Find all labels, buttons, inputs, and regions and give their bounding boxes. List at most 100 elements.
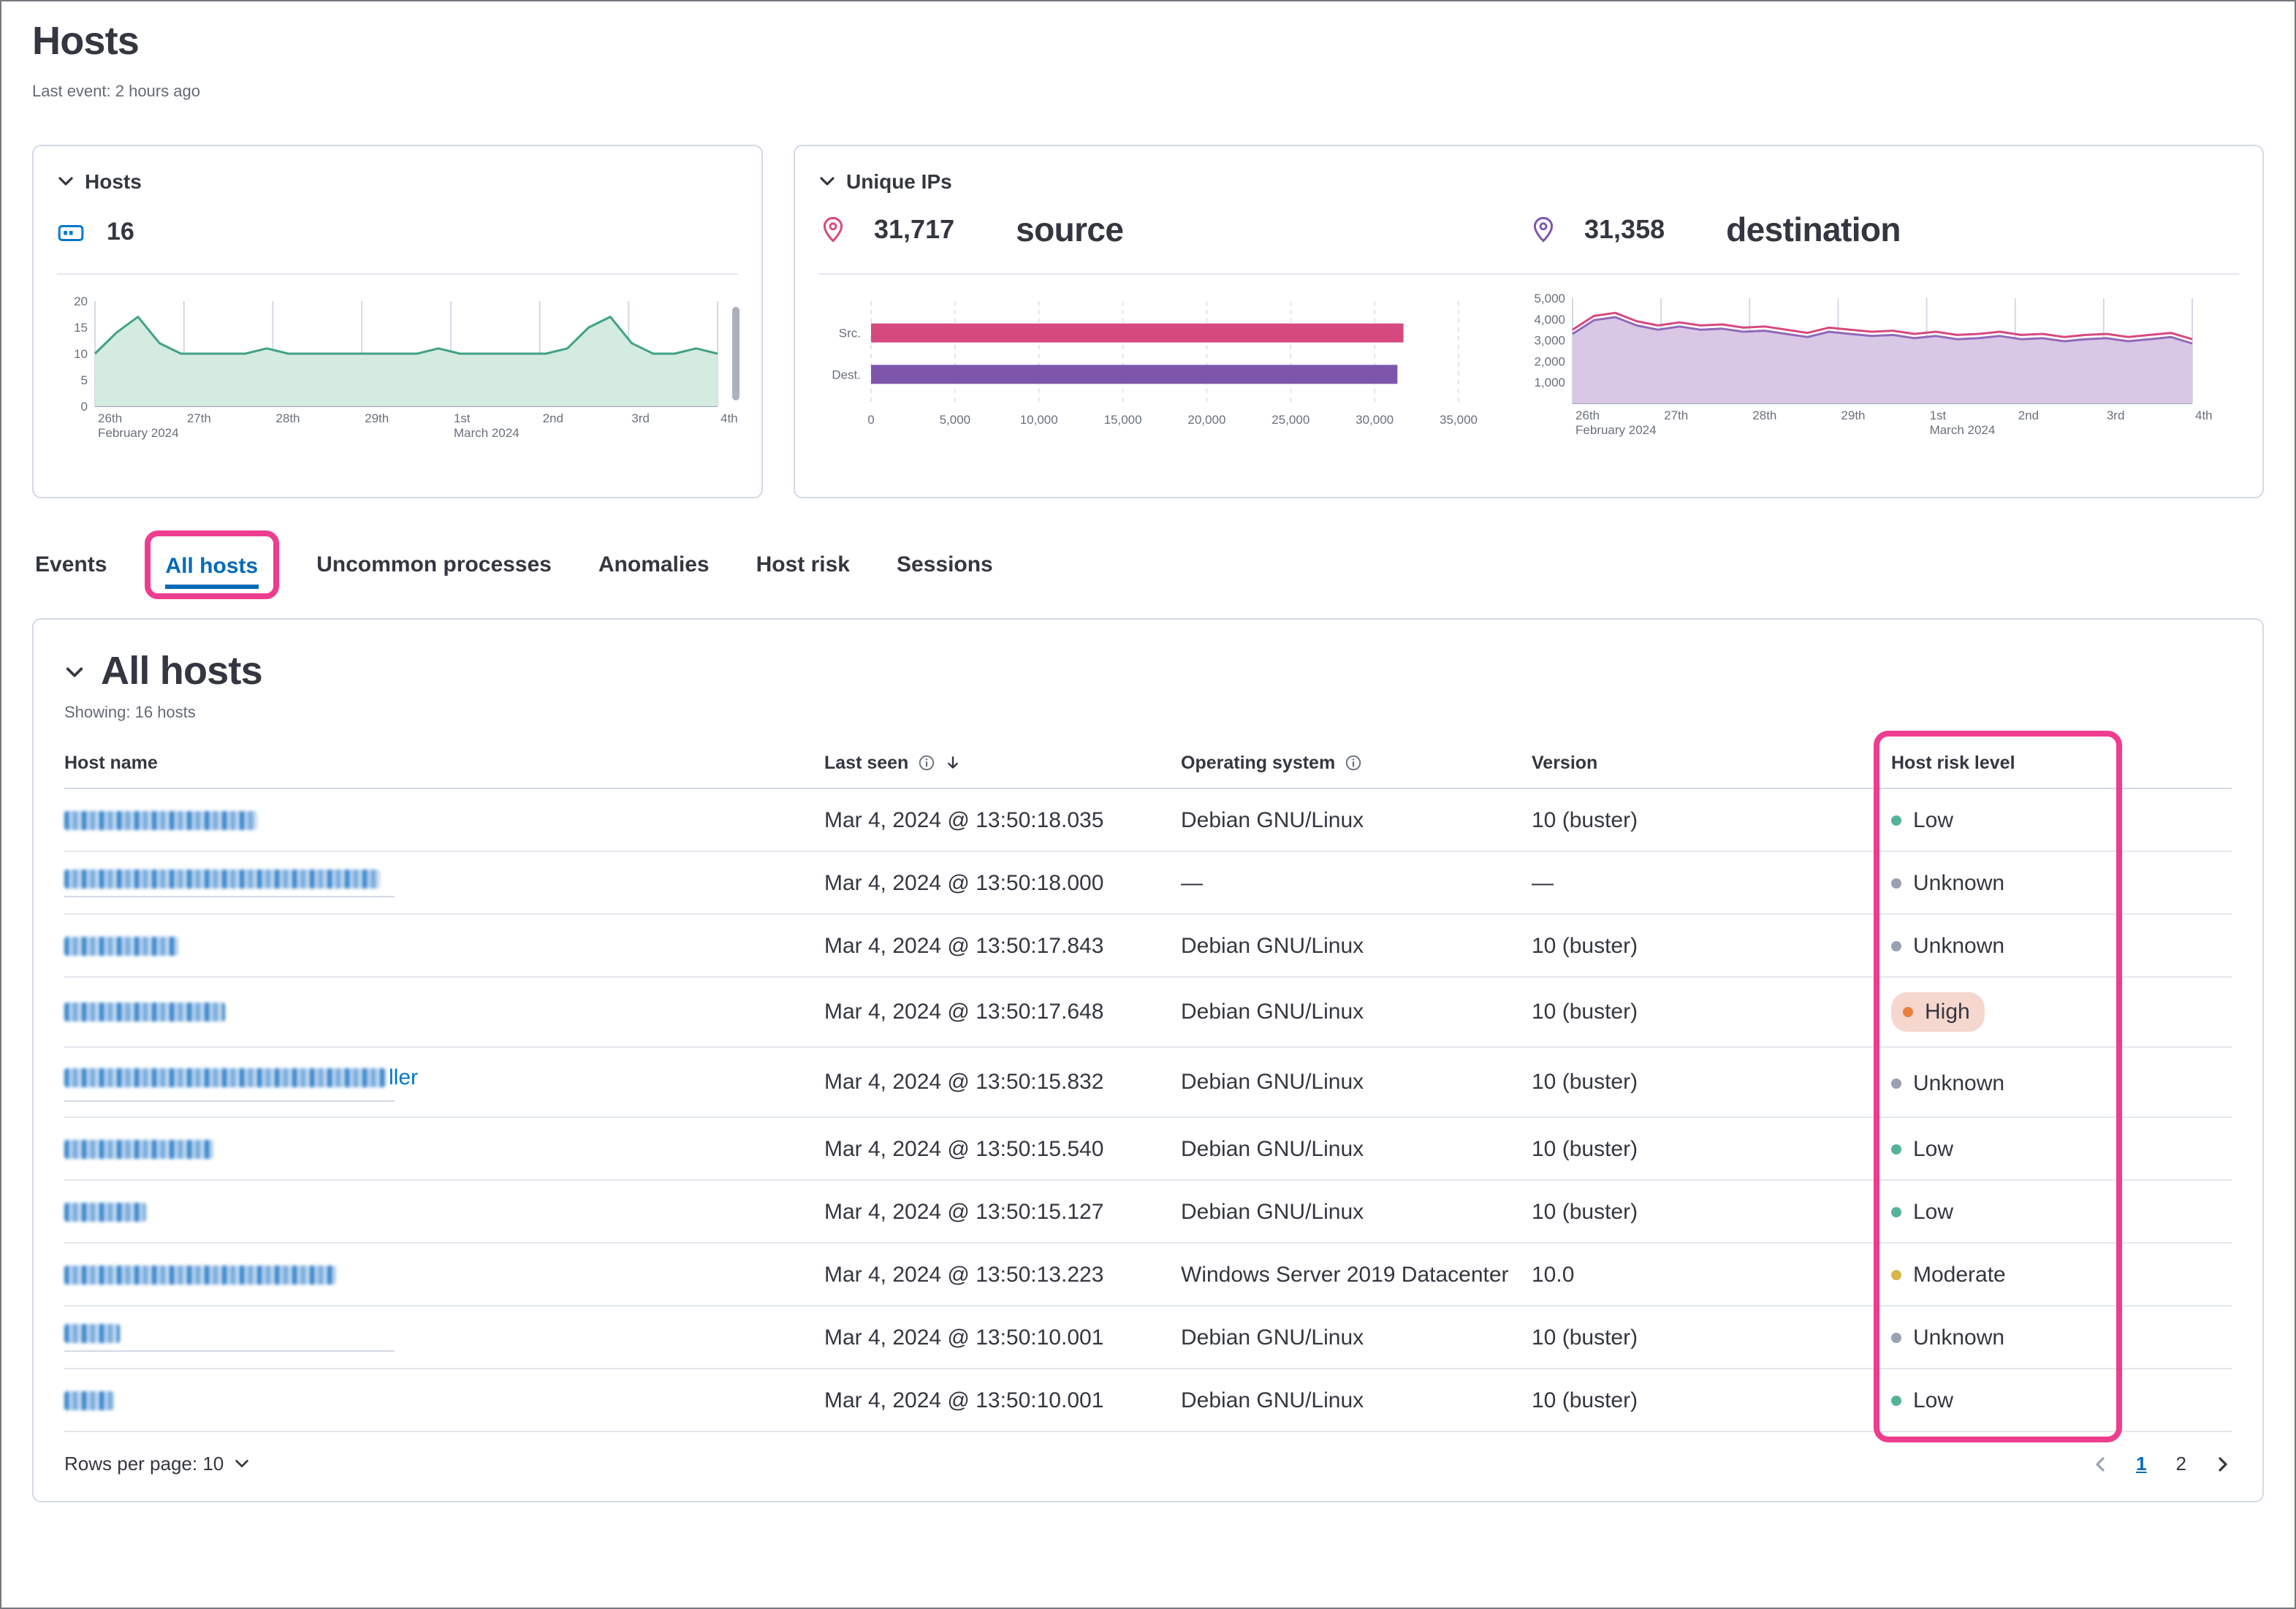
storage-icon [58,224,84,240]
location-pin-icon [823,216,843,243]
host-risk-cell: High [1891,977,2232,1048]
col-host-risk-level[interactable]: Host risk level [1891,744,2232,789]
tab-host-risk[interactable]: Host risk [756,552,850,577]
rows-per-page-button[interactable]: Rows per page: 10 [64,1453,250,1475]
tab-anomalies[interactable]: Anomalies [598,552,710,577]
page-number-2[interactable]: 2 [2175,1453,2186,1475]
info-icon[interactable] [917,754,935,772]
svg-text:February 2024: February 2024 [1575,423,1657,437]
all-hosts-table: Host name Last seen Operating [64,744,2232,1432]
tab-events[interactable]: Events [35,552,107,577]
svg-text:5: 5 [81,373,88,387]
version-cell: 10 (buster) [1532,977,1891,1048]
os-cell: Debian GNU/Linux [1181,1306,1532,1369]
chevron-down-icon[interactable] [64,661,85,682]
col-operating-system[interactable]: Operating system [1181,744,1532,789]
table-row: Mar 4, 2024 @ 13:50:13.223 Windows Server… [64,1243,2232,1306]
svg-text:March 2024: March 2024 [454,426,520,440]
os-cell: Windows Server 2019 Datacenter [1181,1243,1532,1306]
host-risk-cell: Low [1891,1180,2232,1244]
version-cell: 10 (buster) [1532,1047,1891,1118]
redacted-host-name-link[interactable] [64,810,257,829]
svg-text:28th: 28th [275,411,300,425]
redacted-host-name-link[interactable] [64,1139,213,1158]
svg-text:28th: 28th [1752,408,1776,422]
os-cell: — [1181,851,1532,915]
destination-label: destination [1726,210,1901,248]
col-last-seen[interactable]: Last seen [824,744,1181,789]
host-name-cell: ller [64,1047,824,1118]
svg-text:26th: 26th [1575,408,1600,422]
kpi-panels-row: Hosts 16 26th February 2024 27th 28th 29th 1s… [32,145,2264,498]
table-row: Mar 4, 2024 @ 13:50:10.001 Debian GNU/Lin… [64,1369,2232,1432]
svg-text:15,000: 15,000 [1104,413,1142,427]
host-name-cell [64,1180,824,1244]
table-row: Mar 4, 2024 @ 13:50:18.035 Debian GNU/Lin… [64,788,2232,852]
risk-badge: Low [1891,1134,1953,1165]
svg-text:26th: 26th [98,411,122,425]
redacted-host-name-link[interactable] [64,1202,146,1221]
page-number-1[interactable]: 1 [2136,1453,2147,1475]
sort-desc-icon[interactable] [943,754,961,772]
os-cell: Debian GNU/Linux [1181,788,1532,852]
host-name-suffix[interactable]: ller [389,1065,419,1090]
svg-text:1st: 1st [454,411,471,425]
svg-text:5,000: 5,000 [1534,292,1565,305]
hosts-kpi-panel: Hosts 16 26th February 2024 27th 28th 29th 1s… [32,145,763,498]
version-cell: 10 (buster) [1532,1306,1891,1369]
last-seen-cell: Mar 4, 2024 @ 13:50:15.127 [824,1180,1181,1244]
svg-text:5,000: 5,000 [940,413,971,427]
redacted-host-name-link[interactable] [64,936,178,955]
chevron-right-icon[interactable] [2214,1455,2232,1472]
chevron-down-icon [235,1459,248,1468]
risk-badge: Low [1891,1197,1953,1228]
svg-text:10: 10 [74,347,88,361]
host-name-cell [64,1117,824,1181]
chevron-down-icon[interactable] [57,172,75,190]
chevron-left-icon[interactable] [2091,1455,2108,1472]
all-hosts-panel: All hosts Showing: 16 hosts Host name La… [32,618,2264,1502]
risk-dot-icon [1891,878,1901,889]
panel-divider [57,273,738,275]
host-risk-cell: Unknown [1891,1306,2232,1369]
redacted-host-name-link[interactable] [64,1323,120,1342]
svg-text:2,000: 2,000 [1534,354,1565,368]
tab-all-hosts[interactable]: All hosts [165,543,259,588]
table-row: Mar 4, 2024 @ 13:50:17.648 Debian GNU/Lin… [64,977,2232,1048]
os-cell: Debian GNU/Linux [1181,1117,1532,1181]
risk-badge: Moderate [1891,1260,2006,1290]
table-wrap: Host name Last seen Operating [64,731,2232,1442]
chevron-down-icon[interactable] [818,172,836,190]
redacted-host-name-link[interactable] [64,1068,386,1087]
col-host-name[interactable]: Host name [64,744,824,789]
risk-dot-icon [1891,1270,1901,1280]
hosts-page: Hosts Last event: 2 hours ago Hosts 16 [1,1,2295,1520]
host-risk-cell: Moderate [1891,1243,2232,1306]
last-seen-cell: Mar 4, 2024 @ 13:50:17.648 [824,977,1181,1048]
redacted-host-name-link[interactable] [64,1391,114,1410]
last-seen-cell: Mar 4, 2024 @ 13:50:15.832 [824,1047,1181,1118]
col-version[interactable]: Version [1532,744,1891,789]
host-name-cell [64,1243,824,1306]
redacted-host-name-link[interactable] [64,1003,225,1022]
redacted-host-name-link[interactable] [64,1265,336,1284]
host-name-cell [64,851,824,915]
svg-text:1,000: 1,000 [1534,376,1565,389]
svg-text:4th: 4th [721,411,738,425]
last-seen-cell: Mar 4, 2024 @ 13:50:17.843 [824,914,1181,978]
tab-uncommon-processes[interactable]: Uncommon processes [316,552,552,577]
risk-dot-icon [1891,1333,1901,1343]
info-icon[interactable] [1344,754,1361,772]
panel-divider [818,273,2239,275]
svg-text:29th: 29th [1841,408,1865,422]
svg-text:4th: 4th [2195,408,2213,422]
host-risk-cell: Unknown [1891,914,2232,978]
risk-badge: Unknown [1891,1068,2004,1098]
redacted-host-name-link[interactable] [64,869,380,888]
hosts-table-body: Mar 4, 2024 @ 13:50:18.035 Debian GNU/Lin… [64,788,2232,1432]
version-cell: 10.0 [1532,1243,1891,1306]
risk-dot-icon [1891,1144,1901,1155]
host-risk-cell: Low [1891,1117,2232,1181]
tab-sessions[interactable]: Sessions [897,552,993,577]
